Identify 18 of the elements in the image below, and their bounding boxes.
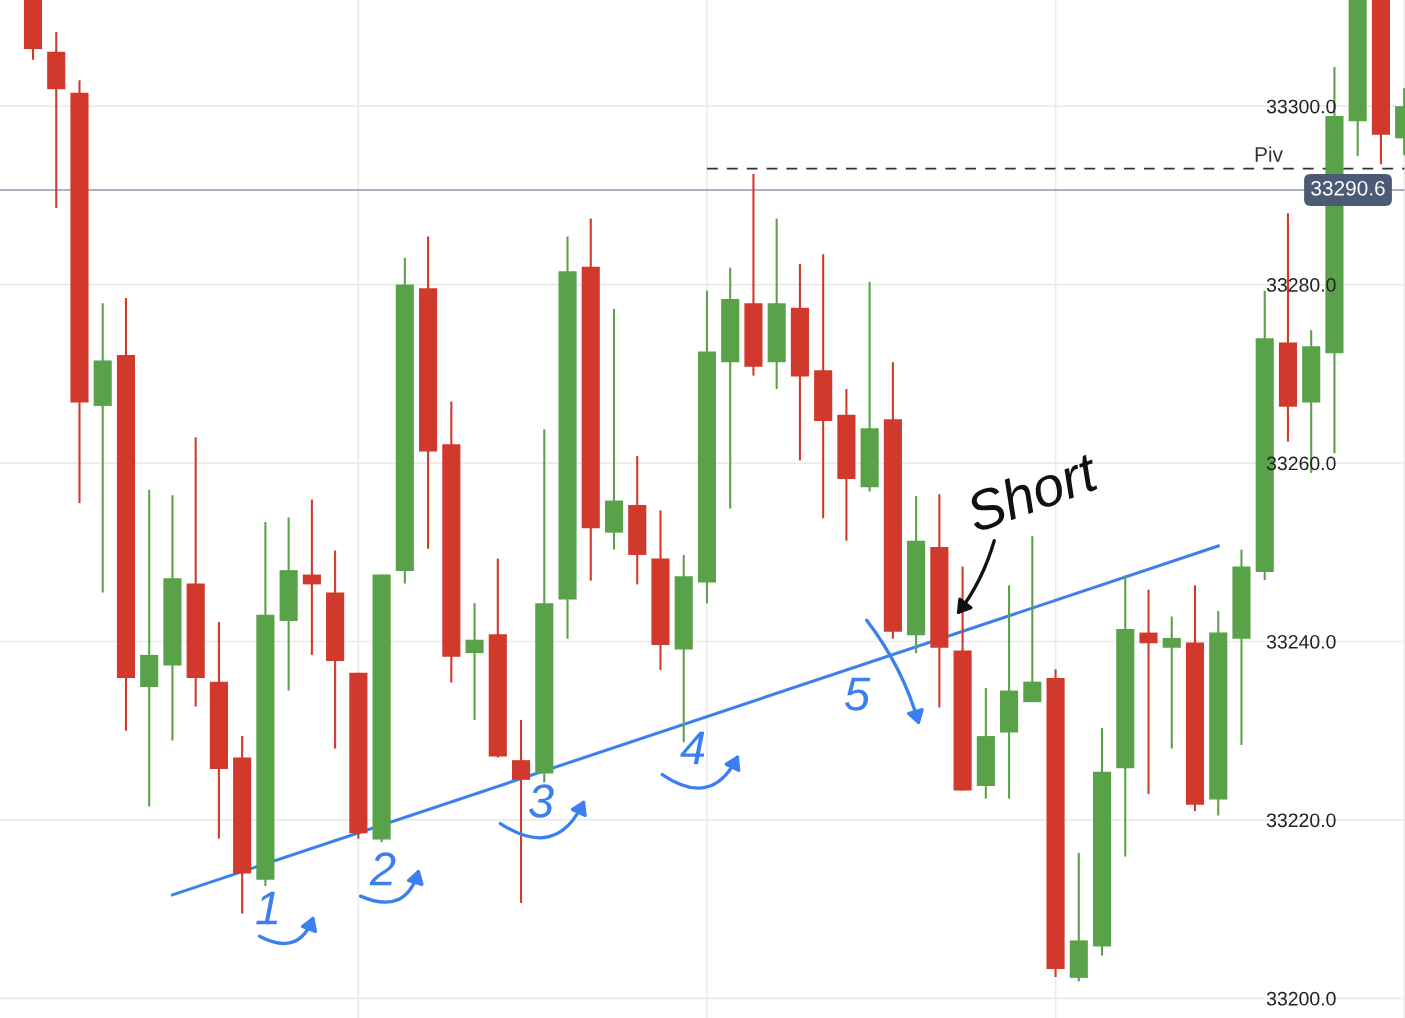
candlestick <box>1139 588 1158 796</box>
annotation: 4 <box>680 731 705 765</box>
candlestick <box>511 718 531 904</box>
annotation: 3 <box>528 784 554 818</box>
candlestick <box>302 498 321 656</box>
annotation: 2 <box>369 852 396 886</box>
annotation: 5 <box>844 677 871 711</box>
ref-line-label: 33290.6 <box>1311 180 1385 196</box>
y-tick-label: 33200.0 <box>1266 991 1336 1006</box>
candlestick <box>465 602 484 722</box>
candlestick <box>1162 615 1181 750</box>
annotation: Short <box>963 449 1103 534</box>
y-tick-label: 33240.0 <box>1266 634 1336 649</box>
annotation: 1 <box>256 891 278 925</box>
candlestick <box>1023 535 1042 704</box>
candlestick <box>140 488 159 808</box>
y-tick-label: 33220.0 <box>1266 813 1336 828</box>
ref-line-label: Piv <box>1255 146 1283 162</box>
